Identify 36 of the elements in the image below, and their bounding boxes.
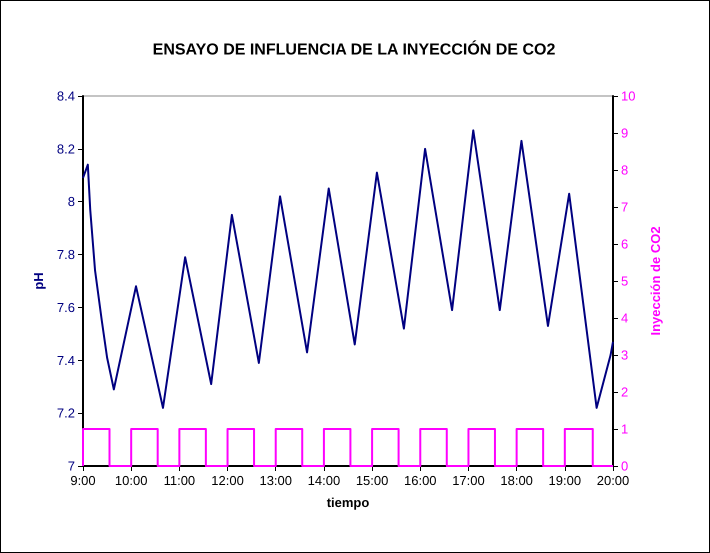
y-tick-label: 7.2 xyxy=(56,406,75,421)
y2-tick-label: 7 xyxy=(621,200,628,214)
x-tick-label: 15:00 xyxy=(356,473,388,488)
x-tick-label: 18:00 xyxy=(500,473,533,488)
x-axis-title: tiempo xyxy=(326,495,370,510)
y2-tick-label: 2 xyxy=(621,384,628,400)
x-tick-label: 9:00 xyxy=(70,473,96,488)
x-tick-label: 20:00 xyxy=(596,473,630,488)
line-series xyxy=(82,129,614,409)
y2-tick-label: 9 xyxy=(621,126,628,140)
y2-tick-label: 10 xyxy=(621,88,636,104)
y-tick-label: 7.8 xyxy=(56,247,75,262)
y-axis-title: pH xyxy=(31,272,46,290)
chart-title: ENSAYO DE INFLUENCIA DE LA INYECCIÓN DE CO2 xyxy=(152,40,556,58)
y-tick-label: 7.6 xyxy=(56,300,75,315)
y-tick-label: 7.4 xyxy=(56,352,75,368)
y-tick-label: 7 xyxy=(68,458,75,474)
y-tick-label: 8.2 xyxy=(56,141,75,156)
x-tick-label: 14:00 xyxy=(308,473,340,488)
y2-axis-title: Inyección de CO2 xyxy=(648,226,663,336)
y2-tick-label: 3 xyxy=(621,348,628,362)
x-tick-label: 10:00 xyxy=(114,473,148,488)
x-tick-label: 16:00 xyxy=(404,473,437,488)
y2-tick-label: 0 xyxy=(621,458,628,474)
x-tick-label: 13:00 xyxy=(259,473,292,488)
y-tick-label: 8 xyxy=(68,194,75,210)
x-tick-label: 11:00 xyxy=(164,473,196,488)
y2-tick-label: 8 xyxy=(621,162,628,178)
y2-tick-label: 5 xyxy=(621,274,628,288)
x-tick-label: 19:00 xyxy=(548,473,582,488)
y2-tick-label: 6 xyxy=(621,236,628,252)
x-tick-label: 17:00 xyxy=(452,473,485,488)
x-tick-label: 12:00 xyxy=(211,473,244,488)
y-tick-label: 8.4 xyxy=(56,88,75,104)
y2-tick-label: 1 xyxy=(621,422,628,436)
y2-tick-label: 4 xyxy=(621,310,628,326)
